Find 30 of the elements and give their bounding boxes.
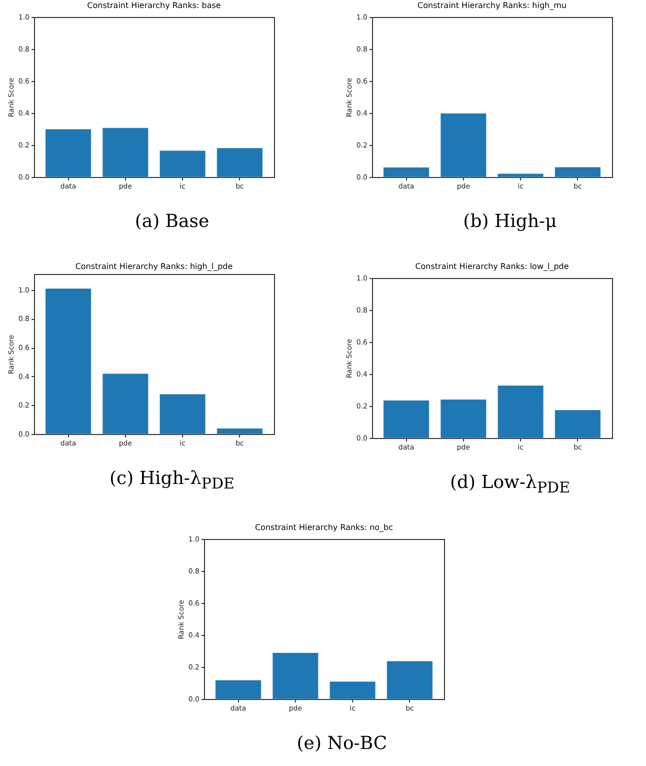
bar <box>386 660 433 700</box>
bar <box>215 680 262 700</box>
bar <box>272 652 319 700</box>
bar <box>497 385 544 438</box>
chart-title: Constraint Hierarchy Ranks: low_l_pde <box>415 262 569 271</box>
bar <box>440 399 487 438</box>
chart-title: Constraint Hierarchy Ranks: base <box>87 1 221 10</box>
bar <box>159 394 206 434</box>
bar <box>45 288 92 434</box>
text: (c) High-λ$_{PDE}$ <box>108 468 236 495</box>
text: (d) Low-λ$_{PDE}$ <box>448 472 572 499</box>
chart-title: Constraint Hierarchy Ranks: no_bc <box>254 523 394 532</box>
bar <box>102 128 149 178</box>
text: (b) High-μ <box>462 211 558 233</box>
bar <box>383 400 430 438</box>
bar <box>554 166 601 178</box>
bar <box>497 173 544 178</box>
bar <box>554 410 601 438</box>
bar <box>440 113 487 178</box>
text: (e) No-BC <box>296 733 388 755</box>
bar <box>216 148 263 178</box>
chart-title: Constraint Hierarchy Ranks: high_l_pde <box>75 262 233 271</box>
bar <box>329 681 376 700</box>
bar <box>383 167 430 178</box>
bar <box>45 128 92 178</box>
bar <box>216 428 263 434</box>
text: (a) Base <box>134 211 210 233</box>
bar <box>159 150 206 178</box>
chart-title: Constraint Hierarchy Ranks: high_mu <box>418 1 566 10</box>
bar <box>102 373 149 434</box>
